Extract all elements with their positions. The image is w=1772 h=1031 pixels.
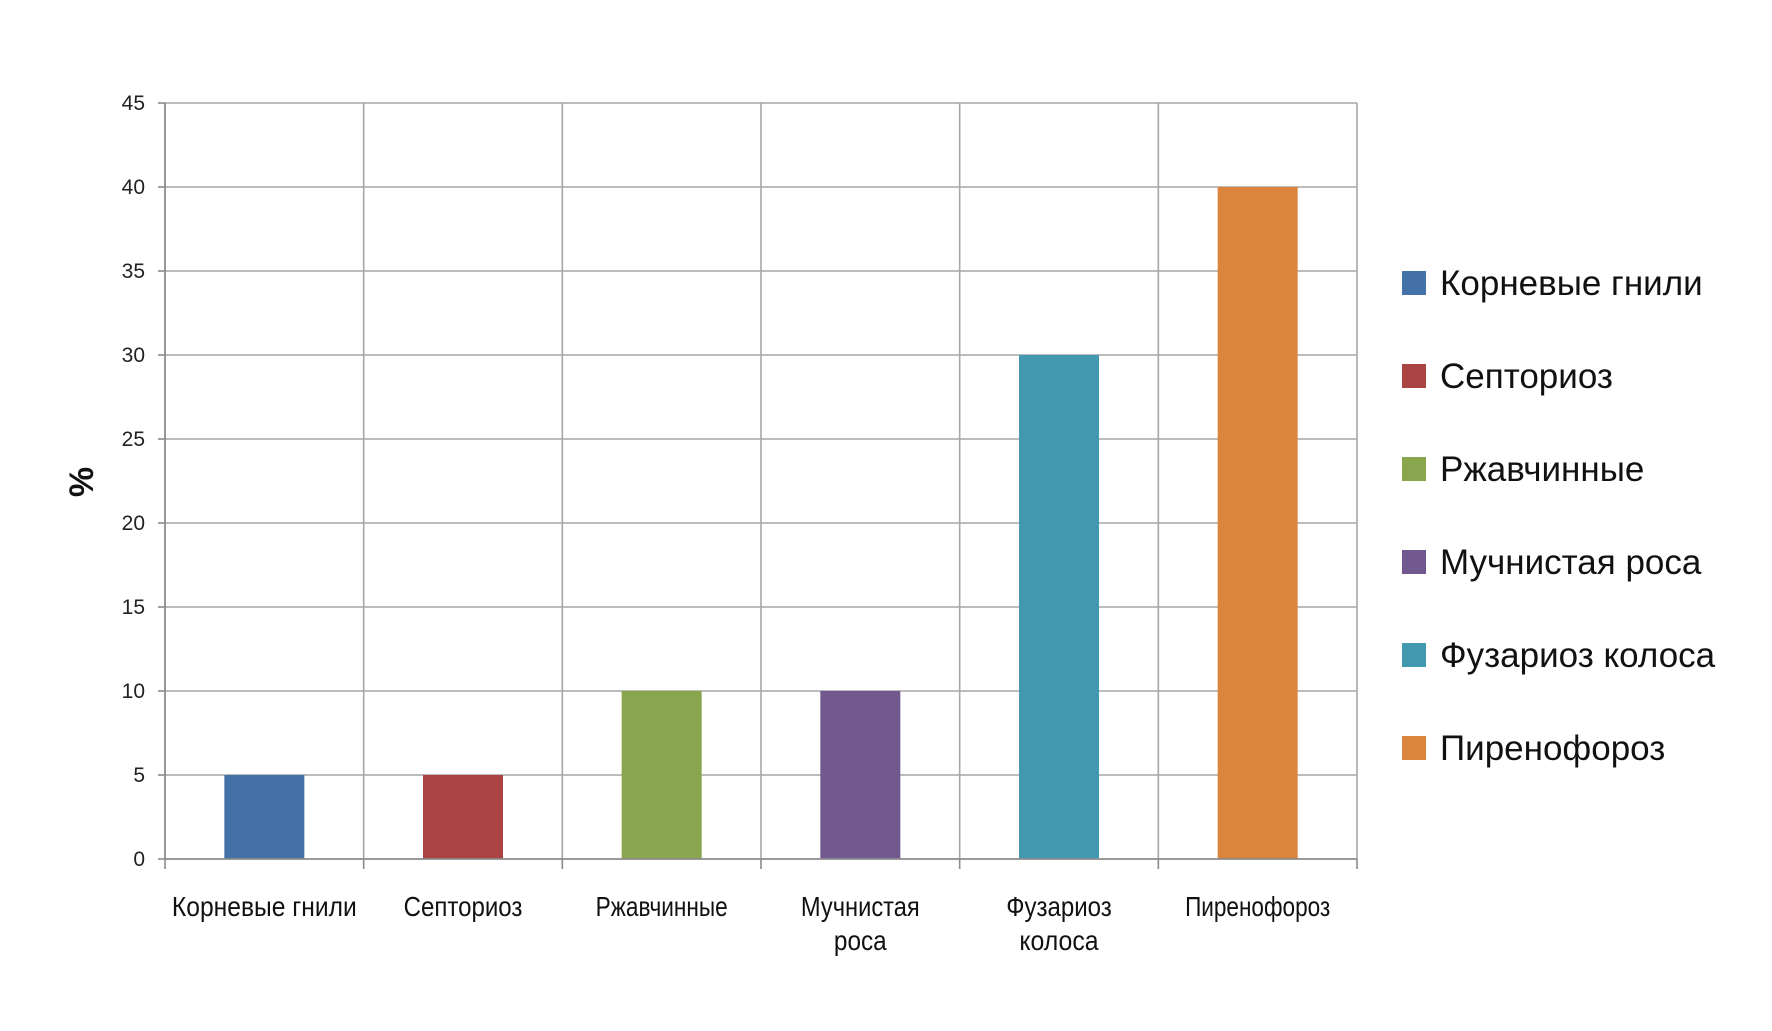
y-tick-label: 30 bbox=[122, 344, 145, 367]
x-tick-label: Септориоз bbox=[404, 891, 523, 922]
y-tick-label: 40 bbox=[122, 176, 145, 199]
legend-entry: Септориоз bbox=[1440, 357, 1613, 396]
x-tick-label: Корневые гнили bbox=[172, 891, 357, 922]
bar bbox=[423, 775, 503, 859]
y-tick-label: 20 bbox=[122, 512, 145, 535]
y-tick-label: 10 bbox=[122, 680, 145, 703]
bar bbox=[621, 691, 702, 859]
legend-swatch bbox=[1402, 271, 1426, 295]
legend-entry: Фузариоз колоса bbox=[1440, 636, 1716, 675]
x-tick-label: Пиренофороз bbox=[1185, 891, 1330, 922]
y-tick-label: 0 bbox=[133, 848, 145, 871]
bar bbox=[820, 691, 901, 859]
axes bbox=[158, 102, 1358, 869]
x-tick-label: Мучнистая bbox=[801, 891, 920, 922]
x-tick-label: Ржавчинные bbox=[596, 891, 728, 922]
legend-entry: Пиренофороз bbox=[1440, 729, 1665, 768]
legend-entry: Корневые гнили bbox=[1440, 264, 1703, 303]
legend-swatch bbox=[1402, 550, 1426, 574]
bars bbox=[224, 187, 1298, 859]
legend-entry: Ржавчинные bbox=[1440, 450, 1644, 489]
legend-swatch bbox=[1402, 643, 1426, 667]
legend-swatch bbox=[1402, 364, 1426, 388]
legend-swatch bbox=[1402, 457, 1426, 481]
y-tick-label: 15 bbox=[122, 596, 145, 619]
x-tick-label: колоса bbox=[1019, 925, 1099, 956]
legend-entry: Мучнистая роса bbox=[1440, 543, 1702, 582]
y-tick-label: 5 bbox=[133, 764, 145, 787]
labels: 0 5 10 15 20 25 30 35 40 45 Корневые гнили Септорио… bbox=[122, 92, 1331, 956]
y-tick-label: 25 bbox=[122, 428, 145, 451]
bar bbox=[1217, 187, 1298, 859]
legend-swatch bbox=[1402, 736, 1426, 760]
y-axis-label: % bbox=[63, 467, 101, 497]
y-tick-label: 45 bbox=[122, 92, 145, 115]
bar bbox=[1019, 355, 1099, 859]
grid bbox=[165, 102, 1358, 859]
legend: Корневые гнили Септориоз Ржавчинные Мучнист… bbox=[1402, 264, 1716, 768]
x-tick-label: Фузариоз bbox=[1006, 891, 1112, 922]
bar bbox=[224, 775, 305, 859]
x-tick-label: роса bbox=[834, 925, 887, 956]
y-tick-label: 35 bbox=[122, 260, 145, 283]
